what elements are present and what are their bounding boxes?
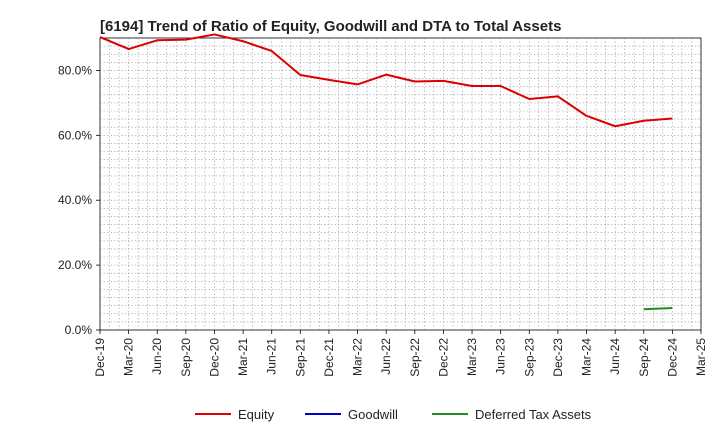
x-tick-label: Mar-20 <box>122 338 136 376</box>
x-tick-label: Mar-21 <box>236 338 250 376</box>
x-tick-label: Jun-23 <box>494 338 508 375</box>
series-layer <box>99 33 673 311</box>
x-tick-label: Dec-22 <box>436 338 450 377</box>
x-tick-label: Mar-22 <box>351 338 365 376</box>
x-tick-label: Jun-21 <box>265 338 279 375</box>
legend-label-deferred-tax-assets: Deferred Tax Assets <box>475 407 592 422</box>
x-tick-label: Sep-21 <box>293 338 307 377</box>
legend-label-equity: Equity <box>238 407 275 422</box>
x-tick-label: Sep-24 <box>637 338 651 377</box>
x-axis-ticks: Dec-19 Mar-20 Jun-20 Sep-20 Dec-20 Mar-21 Jun-… <box>93 330 708 377</box>
y-tick-label: 0.0% <box>65 323 93 337</box>
y-tick-label: 80.0% <box>58 63 92 77</box>
x-tick-label: Dec-19 <box>93 338 107 377</box>
x-tick-label: Sep-22 <box>408 338 422 377</box>
series-line-deferred-tax-assets <box>643 306 673 311</box>
y-axis-ticks: 0.0% 20.0% 40.0% 60.0% 80.0% <box>58 63 100 337</box>
plot-frame <box>99 37 702 331</box>
x-tick-label: Jun-24 <box>608 338 622 375</box>
series-line-equity <box>99 33 673 128</box>
legend: Equity Goodwill Deferred Tax Assets <box>195 407 592 422</box>
y-tick-label: 20.0% <box>58 258 92 272</box>
chart-title: [6194] Trend of Ratio of Equity, Goodwil… <box>100 18 561 35</box>
x-tick-label: Dec-21 <box>322 338 336 377</box>
x-tick-label: Dec-24 <box>665 338 679 377</box>
x-tick-label: Dec-23 <box>551 338 565 377</box>
x-tick-label: Dec-20 <box>207 338 221 377</box>
x-tick-label: Sep-20 <box>179 338 193 377</box>
horizontal-gridlines <box>100 45 701 323</box>
x-tick-label: Jun-20 <box>150 338 164 375</box>
y-tick-label: 40.0% <box>58 193 92 207</box>
x-tick-label: Mar-25 <box>694 338 708 376</box>
x-tick-label: Mar-23 <box>465 338 479 376</box>
x-tick-label: Jun-22 <box>379 338 393 375</box>
legend-label-goodwill: Goodwill <box>348 407 398 422</box>
x-tick-label: Mar-24 <box>580 338 594 376</box>
y-tick-label: 60.0% <box>58 128 92 142</box>
x-tick-label: Sep-23 <box>522 338 536 377</box>
